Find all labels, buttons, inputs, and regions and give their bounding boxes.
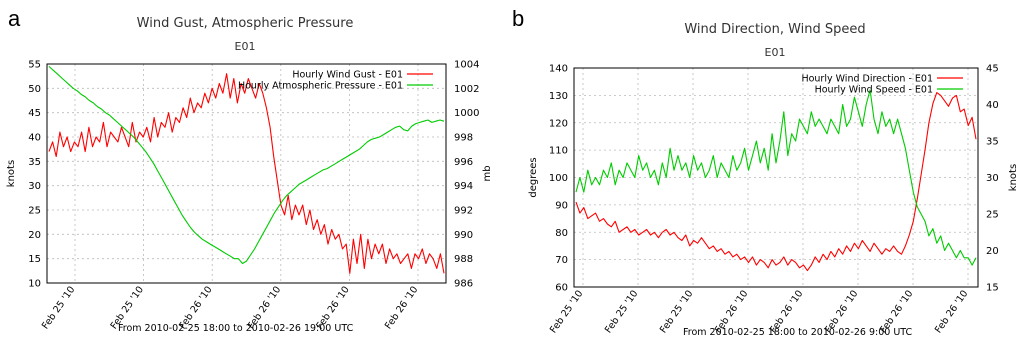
y-axis-title: degrees: [528, 157, 539, 197]
y2-tick-label: 20: [986, 246, 999, 257]
y2-tick-label: 25: [986, 210, 999, 221]
x-tick-label: Feb 26 '10: [823, 288, 860, 335]
x-tick-label: Feb 25 '10: [40, 284, 77, 331]
x-tick-label: Feb 26 '10: [246, 284, 283, 331]
y-tick-label: 120: [549, 118, 568, 129]
x-tick-label: Feb 26 '10: [177, 284, 214, 331]
y2-tick-label: 1002: [454, 84, 479, 95]
y-tick-label: 30: [28, 181, 41, 192]
x-tick-label: Feb 26 '10: [878, 288, 915, 335]
y-tick-label: 55: [28, 60, 41, 71]
y-tick-label: 90: [555, 200, 568, 211]
panel-letter-b: b: [512, 6, 525, 31]
y-tick-label: 60: [555, 283, 568, 294]
y-tick-label: 70: [555, 255, 568, 266]
x-tick-label: Feb 26 '10: [713, 288, 750, 335]
y2-tick-label: 998: [454, 133, 473, 144]
y-tick-label: 10: [28, 279, 41, 290]
y-tick-label: 140: [549, 64, 568, 75]
x-tick-label: Feb 26 '10: [933, 288, 970, 335]
chart-a-range-label: From 2010-02-25 18:00 to 2010-02-26 19:0…: [118, 323, 354, 334]
y2-tick-label: 990: [454, 230, 473, 241]
chart-a-title: Wind Gust, Atmospheric Pressure: [136, 16, 354, 31]
series-line-1: [575, 89, 977, 266]
legend-label-0: Hourly Wind Gust - E01: [292, 70, 403, 81]
chart-b-range-label: From 2010-02-25 18:00 to 2010-02-26 9:00…: [683, 327, 913, 338]
y-tick-label: 35: [28, 157, 41, 168]
legend-label-1: Hourly Atmospheric Pressure - E01: [238, 81, 403, 92]
y2-tick-label: 986: [454, 279, 473, 290]
y2-tick-label: 1000: [454, 108, 479, 119]
chart-0: 10 15 20 25 30 35 40 45 50 55 986 988 990 992 994 996 99…: [6, 60, 493, 332]
panel-letter-a: a: [8, 6, 21, 31]
y-tick-label: 130: [549, 91, 568, 102]
x-tick-label: Feb 25 '10: [109, 284, 146, 331]
x-tick-label: Feb 26 '10: [768, 288, 805, 335]
x-tick-label: Feb 26 '10: [314, 284, 351, 331]
chart-b-title: Wind Direction, Wind Speed: [684, 22, 866, 37]
y2-tick-label: 40: [986, 100, 999, 111]
y-tick-label: 110: [549, 146, 568, 157]
plot-frame: [573, 67, 979, 288]
y-tick-label: 40: [28, 133, 41, 144]
y-tick-label: 50: [28, 84, 41, 95]
chart-1: 60 70 80 90 100 110 120 130 140 15 20 25 30 35 40 45 Feb…: [528, 64, 1019, 336]
y2-tick-label: 1004: [454, 60, 479, 71]
y2-axis-title: mb: [482, 165, 493, 181]
series-line-0: [575, 92, 977, 272]
x-tick-label: Feb 25 '10: [603, 288, 640, 335]
y2-tick-label: 15: [986, 283, 999, 294]
x-tick-label: Feb 26 '10: [383, 284, 420, 331]
plot-frame: [46, 63, 447, 284]
chart-b-subtitle: E01: [764, 46, 786, 59]
y2-tick-label: 30: [986, 173, 999, 184]
x-tick-label: Feb 25 '10: [658, 288, 695, 335]
y-tick-label: 80: [555, 228, 568, 239]
legend-label-1: Hourly Wind Speed - E01: [815, 85, 933, 96]
y2-tick-label: 45: [986, 64, 999, 75]
legend-label-0: Hourly Wind Direction - E01: [801, 74, 933, 85]
y-tick-label: 15: [28, 254, 41, 265]
series-line-1: [48, 65, 445, 265]
y2-tick-label: 992: [454, 206, 473, 217]
y-tick-label: 100: [549, 173, 568, 184]
y2-tick-label: 996: [454, 157, 473, 168]
y-tick-label: 20: [28, 230, 41, 241]
chart-a-subtitle: E01: [234, 40, 256, 53]
y-axis-title: knots: [6, 160, 17, 187]
y-tick-label: 45: [28, 108, 41, 119]
series-line-0: [48, 73, 445, 274]
x-tick-label: Feb 25 '10: [548, 288, 585, 335]
y2-axis-title: knots: [1008, 164, 1019, 191]
y2-tick-label: 994: [454, 181, 473, 192]
y-tick-label: 25: [28, 206, 41, 217]
y2-tick-label: 988: [454, 254, 473, 265]
y2-tick-label: 35: [986, 137, 999, 148]
